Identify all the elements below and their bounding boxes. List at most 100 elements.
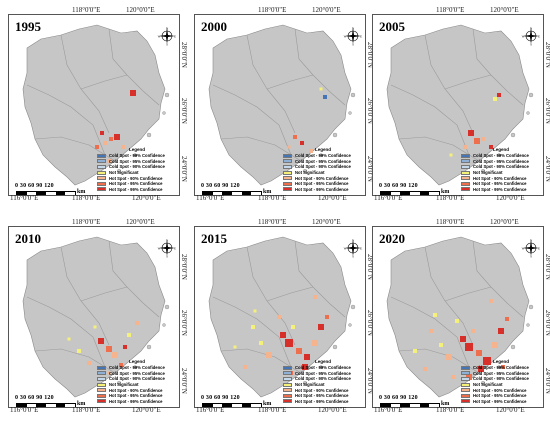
latitude-label: 28°0'0"N <box>180 42 188 68</box>
district-boundary <box>390 296 470 368</box>
hotspot-cluster <box>319 87 323 91</box>
legend-swatch <box>283 170 292 175</box>
top-longitude-label: 120°0'0"E <box>126 6 155 14</box>
bottom-longitude-label: 120°0'0"E <box>318 406 347 414</box>
legend-item: Cold Spot - 95% Confidence <box>461 159 541 165</box>
hotspot-cluster <box>325 315 329 319</box>
province-map <box>208 236 356 398</box>
hotspot-cluster <box>103 141 107 145</box>
legend-item: Not Significant <box>283 382 363 388</box>
compass-direction-label: W <box>344 246 347 250</box>
legend-item: Hot Spot - 99% Confidence <box>461 399 541 405</box>
hotspot-cluster <box>492 342 498 348</box>
compass-direction-label: N <box>530 238 533 242</box>
legend-item-label: Hot Spot - 95% Confidence <box>295 393 349 399</box>
scale-bar <box>380 191 440 195</box>
legend-item-label: Hot Spot - 99% Confidence <box>473 398 527 404</box>
legend-item-label: Hot Spot - 99% Confidence <box>109 186 163 192</box>
legend-swatch <box>97 365 106 370</box>
bottom-longitude-label: 118°0'0"E <box>436 194 465 202</box>
legend-swatch <box>97 393 106 398</box>
legend-item-label: Not Significant <box>473 382 503 388</box>
bottom-longitude-label: 116°0'0"E <box>196 194 225 202</box>
hotspot-cluster <box>460 336 466 342</box>
legend-item-label: Hot Spot - 90% Confidence <box>109 175 163 181</box>
scale-bar-group: 0 30 60 90 120 km <box>201 183 291 195</box>
legend-item: Cold Spot - 95% Confidence <box>461 371 541 377</box>
bottom-longitude-label: 118°0'0"E <box>72 194 101 202</box>
island <box>480 168 485 173</box>
legend-item-label: Cold Spot - 90% Confidence <box>473 164 529 170</box>
island <box>116 168 121 173</box>
hotspot-cluster <box>318 324 324 330</box>
compass-direction-label: N <box>530 26 533 30</box>
map-panel: 118°0'0"E 120°0'0"E 2015 N S E W Legend Cold Spo… <box>194 218 374 414</box>
legend-swatch <box>283 153 292 158</box>
bottom-longitude-label: 120°0'0"E <box>496 406 525 414</box>
island <box>302 380 307 385</box>
hotspot-cluster <box>100 131 104 135</box>
legend-item: Cold Spot - 95% Confidence <box>97 159 177 165</box>
top-longitude-label: 120°0'0"E <box>312 6 341 14</box>
year-label: 2020 <box>379 231 405 246</box>
legend-item-label: Hot Spot - 99% Confidence <box>295 398 349 404</box>
legend-item-label: Cold Spot - 90% Confidence <box>295 164 351 170</box>
hotspot-cluster <box>119 363 123 367</box>
hotspot-cluster <box>413 349 417 353</box>
year-label: 1995 <box>15 19 41 34</box>
scale-bar-unit: km <box>77 189 86 195</box>
island <box>510 132 516 138</box>
legend-item: Cold Spot - 90% Confidence <box>283 164 363 170</box>
legend-item: Not Significant <box>461 382 541 388</box>
island <box>497 365 501 369</box>
legend-title: Legend <box>492 147 509 152</box>
scale-bar <box>380 403 440 407</box>
scale-bar-unit: km <box>77 401 86 407</box>
legend-item: Cold Spot - 99% Confidence <box>461 365 541 371</box>
legend-item: Hot Spot - 95% Confidence <box>97 181 177 187</box>
legend-item-label: Hot Spot - 90% Confidence <box>473 387 527 393</box>
legend-item-label: Hot Spot - 90% Confidence <box>295 387 349 393</box>
compass-direction-label: W <box>522 34 525 38</box>
legend-item-label: Not Significant <box>473 170 503 176</box>
legend-item-label: Cold Spot - 95% Confidence <box>473 158 529 164</box>
hotspot-cluster <box>463 145 467 149</box>
hotspot-cluster <box>112 352 118 358</box>
latitude-label: 28°0'0"N <box>180 254 188 280</box>
legend-item-label: Cold Spot - 99% Confidence <box>473 365 529 371</box>
top-longitude-label: 118°0'0"E <box>258 6 287 14</box>
hotspot-cluster <box>67 337 71 341</box>
district-boundary <box>80 286 128 302</box>
legend-swatch <box>461 399 470 404</box>
legend-swatch <box>283 365 292 370</box>
legend-swatch <box>97 170 106 175</box>
legend-item: Cold Spot - 90% Confidence <box>97 164 177 170</box>
legend-item: Cold Spot - 90% Confidence <box>283 376 363 382</box>
legend-swatch <box>97 159 106 164</box>
latitude-label: 26°0'0"N <box>180 310 188 336</box>
bottom-longitude-label: 116°0'0"E <box>374 406 403 414</box>
hotspot-cluster <box>300 141 304 145</box>
hotspot-cluster <box>429 329 433 333</box>
legend-swatch <box>461 164 470 169</box>
hotspot-cluster <box>313 295 317 299</box>
top-longitude-label: 118°0'0"E <box>258 218 287 226</box>
legend-item-label: Hot Spot - 95% Confidence <box>473 393 527 399</box>
island <box>348 111 352 115</box>
scale-bar-unit: km <box>441 401 450 407</box>
legend-title: Legend <box>128 147 145 152</box>
legend-item: Hot Spot - 95% Confidence <box>283 181 363 187</box>
province-map <box>208 24 356 186</box>
latitude-label: 24°0'0"N <box>544 156 550 182</box>
bottom-longitude-label: 118°0'0"E <box>258 406 287 414</box>
province-map <box>386 24 534 186</box>
compass-direction-label: W <box>158 246 161 250</box>
legend-item: Cold Spot - 99% Confidence <box>97 153 177 159</box>
hotspot-cluster <box>451 375 455 379</box>
latitude-label: 24°0'0"N <box>180 156 188 182</box>
map-frame: 2005 N S E W Legend Cold Spot - 99% Confidence… <box>372 14 544 196</box>
hotspot-cluster <box>277 315 281 319</box>
legend-item-label: Not Significant <box>295 382 325 388</box>
hotspot-cluster <box>243 365 247 369</box>
map-panel: 118°0'0"E 120°0'0"E 2005 N S E W Legend Cold Spo… <box>372 6 550 202</box>
